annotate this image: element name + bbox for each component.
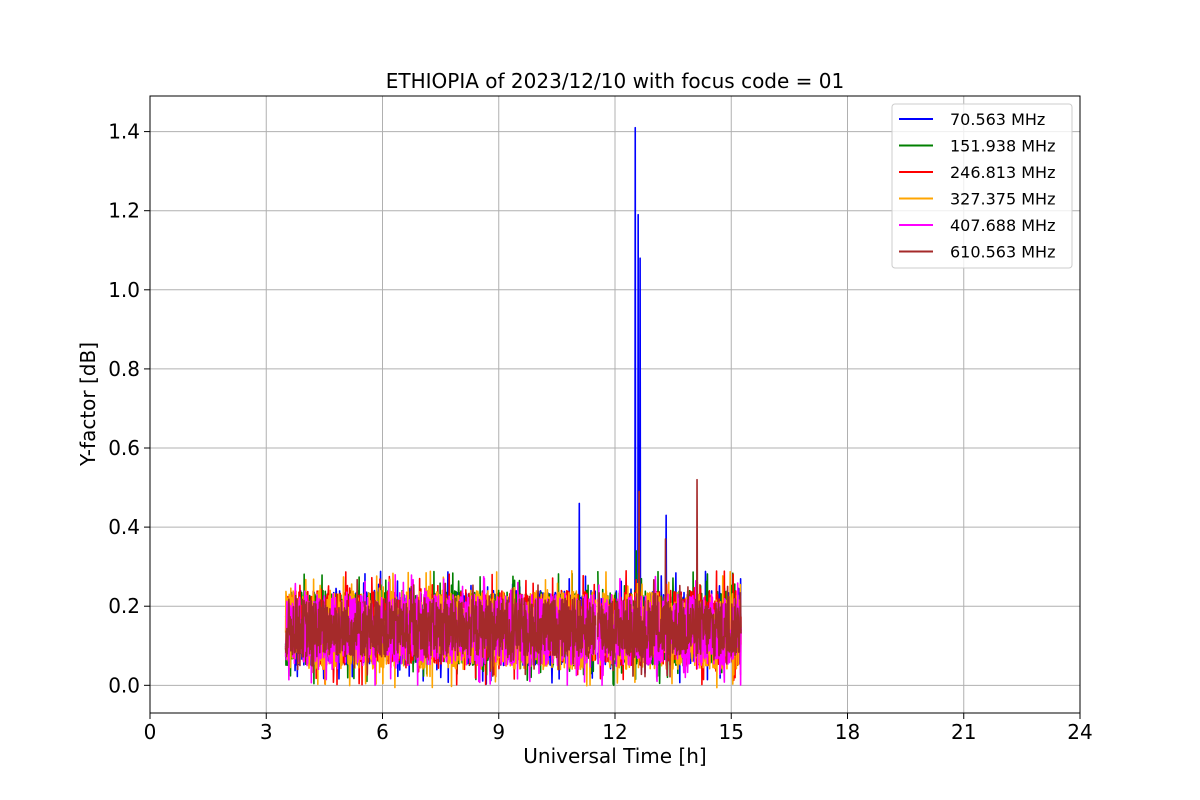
x-tick-label: 15 — [719, 720, 744, 744]
legend-label: 246.813 MHz — [950, 163, 1055, 182]
y-axis-label: Y-factor [dB] — [76, 342, 100, 467]
y-tick-label: 1.0 — [108, 278, 140, 302]
series-layer — [284, 126, 742, 689]
legend-box — [891, 103, 1073, 269]
legend-label: 70.563 MHz — [950, 110, 1045, 129]
x-tick-label: 6 — [376, 720, 389, 744]
x-tick-label: 12 — [602, 720, 627, 744]
x-tick-label: 24 — [1067, 720, 1092, 744]
x-tick-label: 0 — [144, 720, 157, 744]
y-tick-label: 0.8 — [108, 357, 140, 381]
x-tick-label: 3 — [260, 720, 273, 744]
y-tick-label: 0.0 — [108, 673, 140, 697]
y-axis: 0.0 0.2 0.4 0.6 0.8 1.0 1.2 1.4 — [108, 120, 150, 697]
series-line — [284, 478, 742, 678]
legend-label: 610.563 MHz — [950, 243, 1055, 262]
y-tick-label: 1.2 — [108, 199, 140, 223]
y-tick-label: 0.2 — [108, 594, 140, 618]
x-tick-label: 21 — [951, 720, 976, 744]
x-tick-label: 9 — [492, 720, 505, 744]
x-axis: 0 3 6 9 12 15 18 21 24 — [144, 713, 1093, 744]
legend: 70.563 MHz 151.938 MHz 246.813 MHz 327.375 … — [891, 103, 1073, 269]
y-tick-label: 0.6 — [108, 436, 140, 460]
legend-label: 151.938 MHz — [950, 137, 1055, 156]
x-axis-label: Universal Time [h] — [523, 744, 706, 768]
x-tick-label: 18 — [835, 720, 860, 744]
legend-label: 327.375 MHz — [950, 190, 1055, 209]
y-tick-label: 0.4 — [108, 515, 140, 539]
chart-title: ETHIOPIA of 2023/12/10 with focus code =… — [386, 69, 844, 93]
y-tick-label: 1.4 — [108, 120, 140, 144]
legend-label: 407.688 MHz — [950, 216, 1055, 235]
legend-entries: 70.563 MHz 151.938 MHz 246.813 MHz 327.375 … — [899, 110, 1055, 262]
